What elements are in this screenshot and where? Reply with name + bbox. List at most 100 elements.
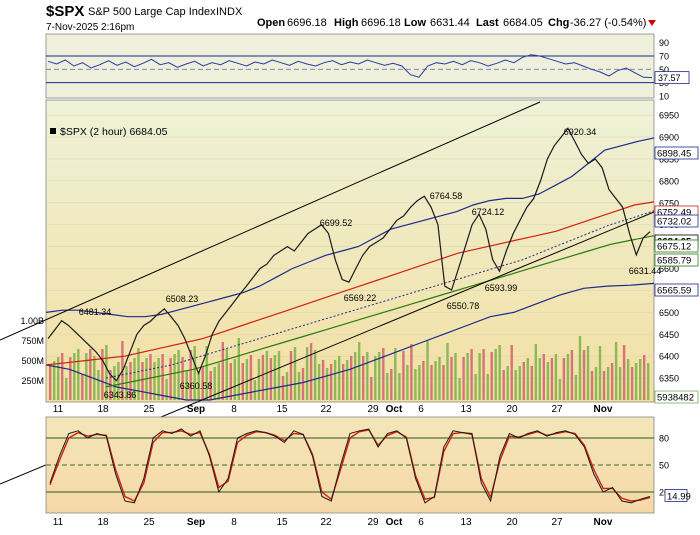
x-tick-label: 20 — [506, 517, 518, 528]
price-right-label-box — [654, 283, 699, 297]
rsi-tick-label: 70 — [659, 52, 669, 62]
chg-label: Chg — [548, 17, 569, 29]
volume-bar — [189, 350, 192, 400]
volume-bar — [630, 367, 634, 400]
stoch-tick-label: 50 — [659, 461, 669, 471]
volume-bar — [61, 353, 64, 400]
volume-bar — [257, 359, 261, 400]
x-tick-label: 25 — [143, 517, 155, 528]
x-tick-label: 18 — [97, 404, 109, 415]
volume-bar — [213, 367, 216, 400]
volume-bar — [598, 346, 602, 400]
volume-bar — [454, 353, 457, 400]
stoch-last-box — [664, 489, 688, 502]
volume-bar — [245, 359, 249, 400]
volume-bar — [305, 347, 309, 400]
volume-bar — [329, 364, 333, 400]
volume-bar — [574, 375, 578, 400]
volume-bar — [49, 364, 52, 400]
volume-bar — [486, 374, 489, 400]
volume-bar — [570, 350, 574, 400]
volume-bar — [129, 362, 132, 400]
volume-bar — [301, 368, 305, 400]
volume-bar — [89, 349, 92, 400]
volume-bar — [382, 348, 385, 400]
price-right-label: 6898.45 — [657, 149, 691, 160]
volume-bar — [273, 355, 277, 400]
x-tick-label: Sep — [187, 517, 205, 528]
volume-bar — [510, 345, 513, 400]
price-right-label: 6565.59 — [657, 286, 691, 297]
volume-bar — [566, 354, 570, 400]
volume-bar — [626, 359, 630, 400]
open-value: 6696.18 — [287, 17, 327, 29]
price-right-label-box — [654, 390, 699, 404]
volume-bar — [161, 354, 164, 400]
volume-bar — [578, 336, 582, 400]
volume-bar — [225, 349, 228, 400]
price-right-label: 6675.12 — [657, 242, 691, 253]
volume-bar — [253, 380, 257, 400]
rsi-panel: 103050709037.57 — [45, 33, 690, 102]
volume-bar — [542, 354, 545, 400]
volume-bar — [209, 371, 212, 400]
price-right-label: 6732.02 — [657, 217, 691, 228]
volume-bar — [241, 363, 244, 400]
volume-bar — [610, 363, 614, 400]
volume-bar — [297, 372, 301, 400]
volume-bar — [265, 351, 269, 400]
volume-bar — [141, 362, 144, 400]
high-value: 6696.18 — [361, 17, 401, 29]
x-tick-label: 13 — [460, 404, 472, 415]
low-value: 6631.44 — [430, 17, 470, 29]
volume-bar — [590, 371, 594, 400]
volume-bar — [474, 374, 477, 400]
volume-bar — [177, 350, 180, 400]
x-tick-label: 6 — [418, 517, 424, 528]
header-datetime: 7-Nov-2025 2:16pm — [46, 22, 134, 33]
volume-bar — [482, 349, 485, 400]
stoch-tick-label: 80 — [659, 434, 669, 444]
volume-bar — [269, 358, 273, 400]
volume-bar — [478, 353, 481, 400]
volume-bar — [398, 373, 401, 400]
volume-bar — [602, 371, 606, 400]
header-exchange: INDX — [216, 6, 243, 18]
volume-bar — [450, 357, 453, 400]
volume-bar — [309, 343, 313, 400]
volume-bar — [313, 350, 317, 400]
volume-bar — [221, 342, 224, 400]
volume-bar — [233, 359, 236, 400]
price-annotation: 6920.34 — [564, 127, 597, 137]
volume-bar — [93, 356, 96, 400]
volume-bar — [582, 350, 586, 400]
volume-bar — [197, 371, 200, 400]
volume-bar — [277, 351, 281, 400]
x-tick-label: 25 — [143, 404, 155, 415]
volume-bar — [185, 371, 188, 400]
volume-bar — [514, 370, 517, 400]
x-tick-label: 22 — [320, 517, 332, 528]
volume-bar — [402, 351, 405, 400]
volume-bar — [494, 349, 497, 400]
volume-bar — [358, 342, 361, 400]
volume-bar — [618, 367, 622, 400]
header-symbol: $SPX — [46, 3, 84, 20]
volume-bar — [229, 363, 232, 400]
price-tick-label: 6850 — [659, 154, 679, 164]
price-right-label-box — [654, 239, 699, 253]
x-tick-label: Nov — [594, 517, 613, 528]
price-panel: 6350640064506500655066006650670067506800… — [20, 99, 699, 404]
price-legend: $SPX (2 hour) 6684.05 — [60, 126, 168, 138]
price-tick-label: 6800 — [659, 176, 679, 186]
volume-bar — [81, 374, 84, 400]
volume-bar — [562, 358, 566, 400]
price-annotation: 6569.22 — [344, 293, 377, 303]
volume-bar — [434, 361, 437, 400]
volume-bar — [113, 366, 116, 400]
volume-tick-label: 500M — [21, 356, 44, 366]
volume-bar — [554, 354, 558, 400]
volume-bar — [522, 362, 525, 400]
volume-bar — [201, 367, 204, 400]
rsi-panel-bg — [45, 33, 655, 99]
